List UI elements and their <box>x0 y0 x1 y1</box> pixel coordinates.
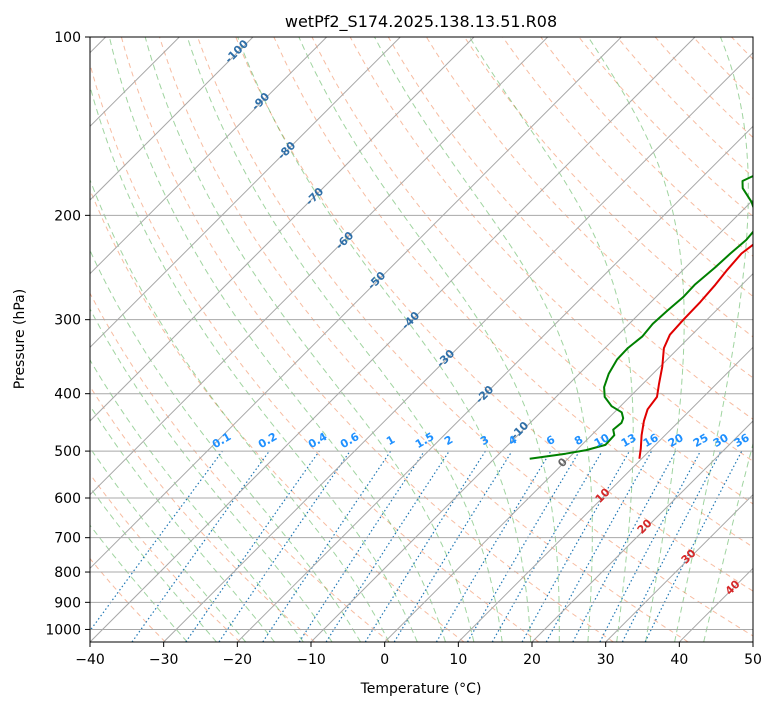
y-tick-label: 1000 <box>45 622 81 638</box>
isotherm-line <box>0 37 253 642</box>
temperature-profile-line <box>639 37 775 459</box>
isotherm-line <box>0 37 474 642</box>
mixing-ratio-label: 0.4 <box>306 430 330 451</box>
x-tick-label: 0 <box>380 652 389 668</box>
isotherm-line <box>532 37 775 642</box>
x-tick-label: 30 <box>597 652 615 668</box>
mixing-ratio-label: 6 <box>544 433 557 448</box>
sounding-profiles <box>530 37 775 459</box>
isotherm-line <box>164 37 769 642</box>
y-axis-label: Pressure (hPa) <box>12 289 28 389</box>
mixing-ratio-label: 25 <box>691 431 711 450</box>
y-tick-label: 300 <box>54 313 81 329</box>
mixing-ratio-label: 36 <box>732 431 752 450</box>
isotherm-line <box>0 37 400 642</box>
dewpoint-profile-line <box>530 37 775 459</box>
moist-adiabat <box>109 37 445 642</box>
mixing-ratio-label: 20 <box>666 431 686 450</box>
moist-adiabat <box>0 166 275 642</box>
mixing-ratio-label: 1.5 <box>413 430 436 451</box>
mixing-ratio-label: 8 <box>572 433 585 448</box>
isotherm-line <box>237 37 775 642</box>
dry-adiabat <box>0 37 240 642</box>
y-tick-label: 100 <box>54 30 81 46</box>
isotherm-label: -50 <box>365 269 388 292</box>
mixing-ratio-label: 1 <box>384 433 397 448</box>
mixing-ratio-line <box>546 451 651 642</box>
moist-adiabat-label: 20 <box>635 516 655 536</box>
dry-adiabat <box>388 37 775 642</box>
dry-adiabat <box>160 37 689 642</box>
x-axis-label: Temperature (°C) <box>360 681 482 697</box>
x-tick-label: 50 <box>744 652 762 668</box>
mixing-ratio-line <box>573 451 676 642</box>
y-tick-label: 900 <box>54 595 81 611</box>
dry-adiabats <box>0 37 775 642</box>
y-tick-label: 800 <box>54 565 81 581</box>
x-axis-ticks: −40 −30 −20 −10 0 10 20 30 40 50 <box>75 642 762 668</box>
isotherm-line <box>311 37 775 642</box>
moist-adiabat <box>187 37 502 642</box>
moist-adiabat-labels: 0 10 20 30 40 <box>555 455 743 598</box>
y-tick-label: 200 <box>54 208 81 224</box>
isotherm-label: -30 <box>434 347 457 370</box>
mixing-ratio-label: 3 <box>478 433 491 448</box>
dry-adiabat <box>236 37 775 642</box>
mixing-ratio-line <box>522 451 629 642</box>
y-tick-label: 400 <box>54 387 81 403</box>
dry-adiabat <box>655 37 775 642</box>
x-tick-label: −20 <box>223 652 253 668</box>
x-tick-label: 10 <box>449 652 467 668</box>
mixing-ratio-label: 0.2 <box>256 430 279 451</box>
mixing-ratio-label: 16 <box>641 431 661 450</box>
isotherm-line <box>385 37 775 642</box>
moist-adiabat <box>588 37 684 642</box>
dry-adiabat <box>350 37 775 642</box>
dry-adiabat <box>693 37 775 642</box>
moist-adiabat <box>0 195 217 642</box>
isotherm-line <box>16 37 621 642</box>
y-tick-label: 600 <box>54 491 81 507</box>
x-tick-label: 40 <box>670 652 688 668</box>
dry-adiabat <box>0 37 315 642</box>
dry-adiabat <box>7 37 389 642</box>
moist-adiabat <box>61 84 389 642</box>
chart-title: wetPf2_S174.2025.138.13.51.R08 <box>285 12 557 32</box>
y-axis-ticks: 100 200 300 400 500 600 700 800 900 1000 <box>45 30 90 638</box>
isotherm-line <box>753 37 775 642</box>
mixing-ratio-line <box>468 451 580 642</box>
moist-adiabat <box>2 141 304 642</box>
pressure-gridlines <box>90 37 753 629</box>
moist-adiabat <box>704 37 775 642</box>
moist-adiabat <box>238 37 531 642</box>
y-tick-label: 700 <box>54 531 81 547</box>
isotherm-line <box>0 37 327 642</box>
mixing-ratio-line <box>600 451 701 642</box>
x-tick-label: −10 <box>296 652 326 668</box>
moist-adiabat <box>375 37 593 642</box>
y-tick-label: 500 <box>54 444 81 460</box>
moist-adiabat-label: 0 <box>555 455 570 470</box>
mixing-ratio-line <box>326 451 449 642</box>
x-tick-label: 20 <box>523 652 541 668</box>
x-tick-label: −40 <box>75 652 105 668</box>
dry-adiabat <box>770 37 775 642</box>
moist-adiabat-label: 10 <box>593 485 613 505</box>
x-tick-label: −30 <box>149 652 179 668</box>
mixing-ratio-line <box>82 451 223 642</box>
moist-adiabat-label: 30 <box>679 546 699 566</box>
isotherm-labels: -100-90-80-70-60-50-40-30-20-10 <box>222 37 531 442</box>
mixing-ratio-lines <box>82 451 742 642</box>
moist-adiabat-label: 40 <box>723 577 743 597</box>
mixing-ratio-line <box>365 451 485 642</box>
dry-adiabat <box>579 37 775 642</box>
dry-adiabat <box>465 37 775 642</box>
isotherm-label: -100 <box>222 37 251 66</box>
mixing-ratio-label: 13 <box>619 431 639 450</box>
moist-adiabat <box>470 37 634 642</box>
mixing-ratio-label: 2 <box>442 433 455 448</box>
dry-adiabat <box>426 37 775 642</box>
isotherm-line <box>90 37 695 642</box>
